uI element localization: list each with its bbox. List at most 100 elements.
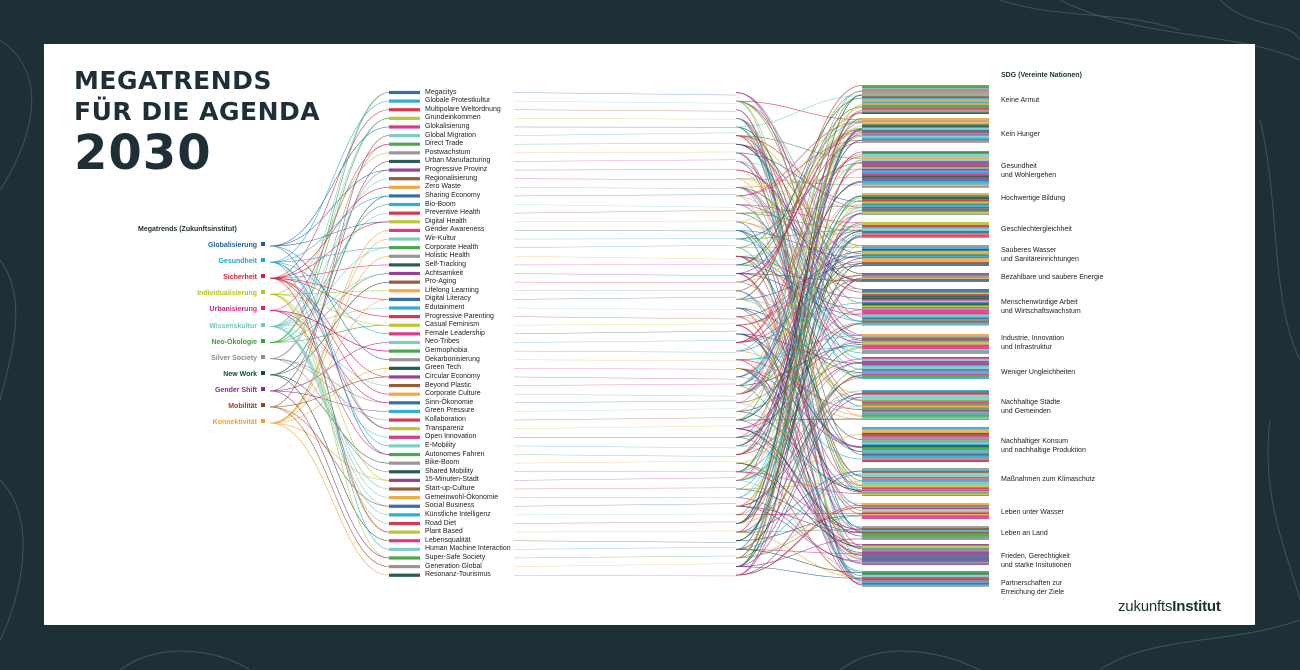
sdg-stripe — [862, 87, 989, 89]
sdg-stripe — [862, 397, 989, 400]
subtrend-stub — [389, 142, 420, 146]
subtrend-stub — [389, 340, 420, 345]
sdg-stripe — [862, 553, 989, 555]
sdg-stripe — [862, 503, 989, 506]
sdg-goal-line: Geschlechtergleichheit — [1001, 226, 1072, 233]
sdg-stripe — [862, 489, 989, 492]
contour-line — [839, 650, 981, 670]
sdg-stripe — [862, 254, 989, 256]
subtrend-rail — [513, 307, 737, 310]
link-subtrend-sdg — [735, 480, 863, 572]
sdg-band-14 — [862, 503, 989, 519]
link-subtrend-sdg — [735, 94, 863, 524]
subtrend-rail — [513, 159, 737, 162]
sdg-stripe — [862, 556, 989, 559]
sdg-stripe — [862, 156, 989, 158]
subtrend-label: Road Diet — [425, 519, 457, 527]
subtrend-rail — [513, 574, 737, 577]
link-subtrend-sdg — [735, 488, 863, 533]
sdg-stripe — [862, 531, 989, 534]
sdg-stripe — [862, 580, 989, 583]
sdg-stripe — [862, 237, 989, 238]
link-subtrend-sdg — [735, 199, 863, 473]
sdg-stripe — [862, 300, 989, 303]
link-subtrend-sdg — [735, 121, 863, 197]
sdg-stripe — [862, 484, 989, 486]
megatrend-square-icon — [261, 274, 265, 279]
subtrend-rail — [513, 169, 737, 171]
subtrend-label: Globale Protestkultur — [425, 97, 491, 105]
megatrend-label: Globalisierung — [207, 242, 257, 249]
subtrend-label: Green Tech — [425, 364, 462, 372]
sdg-stripe — [862, 394, 989, 396]
logo-light-part: zukunfts — [1118, 598, 1173, 615]
subtrend-stub — [389, 530, 420, 534]
sdg-stripe — [862, 206, 989, 209]
sdg-goal-line: Sauberes Wasser — [1001, 247, 1057, 254]
subtrend-rail — [513, 204, 737, 208]
subtrend-label: Self-Tracking — [425, 260, 466, 268]
link-megatrend-subtrend — [269, 307, 390, 327]
link-megatrend-subtrend — [269, 245, 390, 455]
sdg-stripe — [862, 208, 989, 211]
link-megatrend-subtrend — [269, 324, 390, 343]
link-megatrend-subtrend — [269, 294, 390, 481]
subtrend-stub — [389, 202, 420, 207]
sdg-stripe — [862, 483, 989, 485]
link-megatrend-subtrend — [269, 195, 390, 376]
subtrend-rail — [513, 563, 737, 567]
subtrend-rails — [513, 92, 737, 577]
link-megatrend-subtrend — [269, 204, 390, 343]
megatrend-6: Wissenskultur — [209, 322, 265, 331]
megatrend-square-icon — [261, 258, 265, 263]
sdg-stripe — [862, 178, 989, 180]
sdg-goal-line: Frieden, Gerechtigkeit — [1001, 553, 1070, 560]
link-megatrend-subtrend — [269, 277, 390, 300]
sdg-stripe — [862, 344, 989, 348]
subtrend-stub — [389, 116, 420, 120]
sdg-stripe — [862, 133, 989, 135]
sdg-stripe — [862, 211, 989, 214]
subtrend-label: Social Business — [425, 502, 475, 510]
sdg-goal-line: Nachhaltige Städte — [1001, 399, 1061, 406]
sdg-stripe — [862, 442, 989, 444]
sdg-stripe — [862, 412, 989, 415]
megatrend-square-icon — [261, 386, 265, 391]
subtrend-rail — [513, 383, 737, 386]
subtrend-rail — [513, 454, 737, 457]
sdg-stripe — [862, 335, 989, 337]
sdg-stripe — [862, 527, 989, 531]
link-subtrend-sdg — [735, 181, 863, 378]
sdg-stripe — [862, 201, 989, 204]
megatrend-9: New Work — [223, 370, 265, 379]
subtrend-stub — [389, 263, 420, 267]
sdg-stripe — [862, 560, 989, 562]
sdg-stripe — [862, 479, 989, 481]
sdg-stripe — [862, 390, 989, 392]
subtrend-label: Lebensqualität — [425, 536, 471, 544]
link-subtrend-sdg — [735, 515, 863, 559]
subtrend-label: Multipolare Weltordnung — [425, 105, 501, 113]
sdg-stripe — [862, 303, 989, 306]
sdg-stripe — [862, 414, 989, 417]
sdg-stripe — [862, 586, 989, 587]
link-subtrend-sdg — [735, 119, 863, 223]
sdg-goal-11: Nachhaltige Städte und Gemeinden — [1001, 398, 1060, 416]
title-year: 2030 — [74, 125, 212, 181]
sdg-stripe — [862, 526, 989, 528]
subtrend-stub — [389, 194, 420, 198]
sdg-stripe — [862, 418, 989, 420]
sdg-band-8 — [862, 289, 989, 326]
link-subtrend-sdg — [735, 107, 863, 378]
sdg-stripe — [862, 184, 989, 186]
link-megatrend-subtrend — [269, 255, 390, 424]
sdg-stripe — [862, 563, 989, 565]
sdg-stripe — [862, 470, 989, 473]
sdg-stripe — [862, 131, 989, 133]
sdg-stripe — [862, 402, 989, 404]
sdg-stripe — [862, 488, 989, 490]
sdg-stripe — [862, 530, 989, 532]
sdg-stripe — [862, 222, 989, 224]
link-subtrend-sdg — [735, 132, 863, 404]
contour-line — [0, 39, 33, 191]
